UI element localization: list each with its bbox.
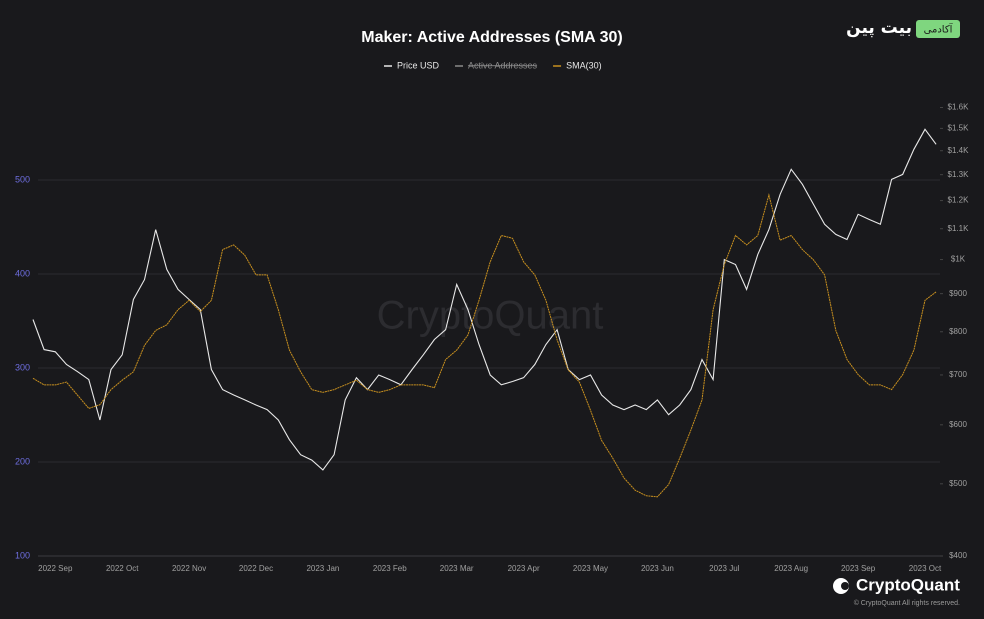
y-tick-label: 400 <box>15 268 30 278</box>
x-tick-label: 2023 Jun <box>641 564 674 573</box>
logo-badge-text: آکادمی <box>924 23 954 36</box>
y-tick-label: 200 <box>15 456 30 466</box>
x-tick-label: 2023 Sep <box>841 564 876 573</box>
y2-tick-label: $1.3K <box>948 170 970 179</box>
brand-icon-cut <box>841 582 849 590</box>
y2-tick-label: $600 <box>949 420 967 429</box>
y2-tick-label: $1.2K <box>948 196 970 205</box>
x-tick-label: 2022 Sep <box>38 564 73 573</box>
x-tick-label: 2023 Feb <box>373 564 407 573</box>
y-tick-label: 100 <box>15 550 30 560</box>
y2-tick-label: $800 <box>949 327 967 336</box>
y2-tick-label: $1.4K <box>948 146 970 155</box>
series-line <box>32 128 937 471</box>
chart-title: Maker: Active Addresses (SMA 30) <box>361 29 622 46</box>
x-tick-label: 2022 Oct <box>106 564 139 573</box>
x-tick-label: 2022 Nov <box>172 564 206 573</box>
legend-label: SMA(30) <box>566 60 602 70</box>
brand: CryptoQuant <box>856 575 960 594</box>
x-tick-label: 2023 Jul <box>709 564 739 573</box>
y2-tick-label: $700 <box>949 370 967 379</box>
x-tick-label: 2023 Oct <box>909 564 942 573</box>
y2-tick-label: $1.5K <box>948 123 970 132</box>
x-tick-label: 2023 May <box>573 564 608 573</box>
y2-tick-label: $1K <box>951 255 966 264</box>
x-tick-label: 2023 Aug <box>774 564 808 573</box>
legend-label: Price USD <box>397 60 440 70</box>
y2-tick-label: $1.6K <box>948 103 970 112</box>
y-tick-label: 500 <box>15 174 30 184</box>
x-tick-label: 2022 Dec <box>239 564 273 573</box>
logo-badge <box>916 20 960 38</box>
y2-tick-label: $500 <box>949 479 967 488</box>
y-tick-label: 300 <box>15 362 30 372</box>
copyright: © CryptoQuant All rights reserved. <box>854 599 960 607</box>
series-line <box>32 193 937 498</box>
y2-tick-label: $1.1K <box>948 224 970 233</box>
logo-name: بیت پین <box>846 18 912 38</box>
watermark: CryptoQuant <box>377 294 604 338</box>
y2-tick-label: $400 <box>949 551 967 560</box>
y2-tick-label: $900 <box>949 289 967 298</box>
x-tick-label: 2023 Jan <box>306 564 339 573</box>
legend-label: Active Addresses <box>468 60 538 70</box>
x-tick-label: 2023 Apr <box>508 564 540 573</box>
x-tick-label: 2023 Mar <box>440 564 474 573</box>
